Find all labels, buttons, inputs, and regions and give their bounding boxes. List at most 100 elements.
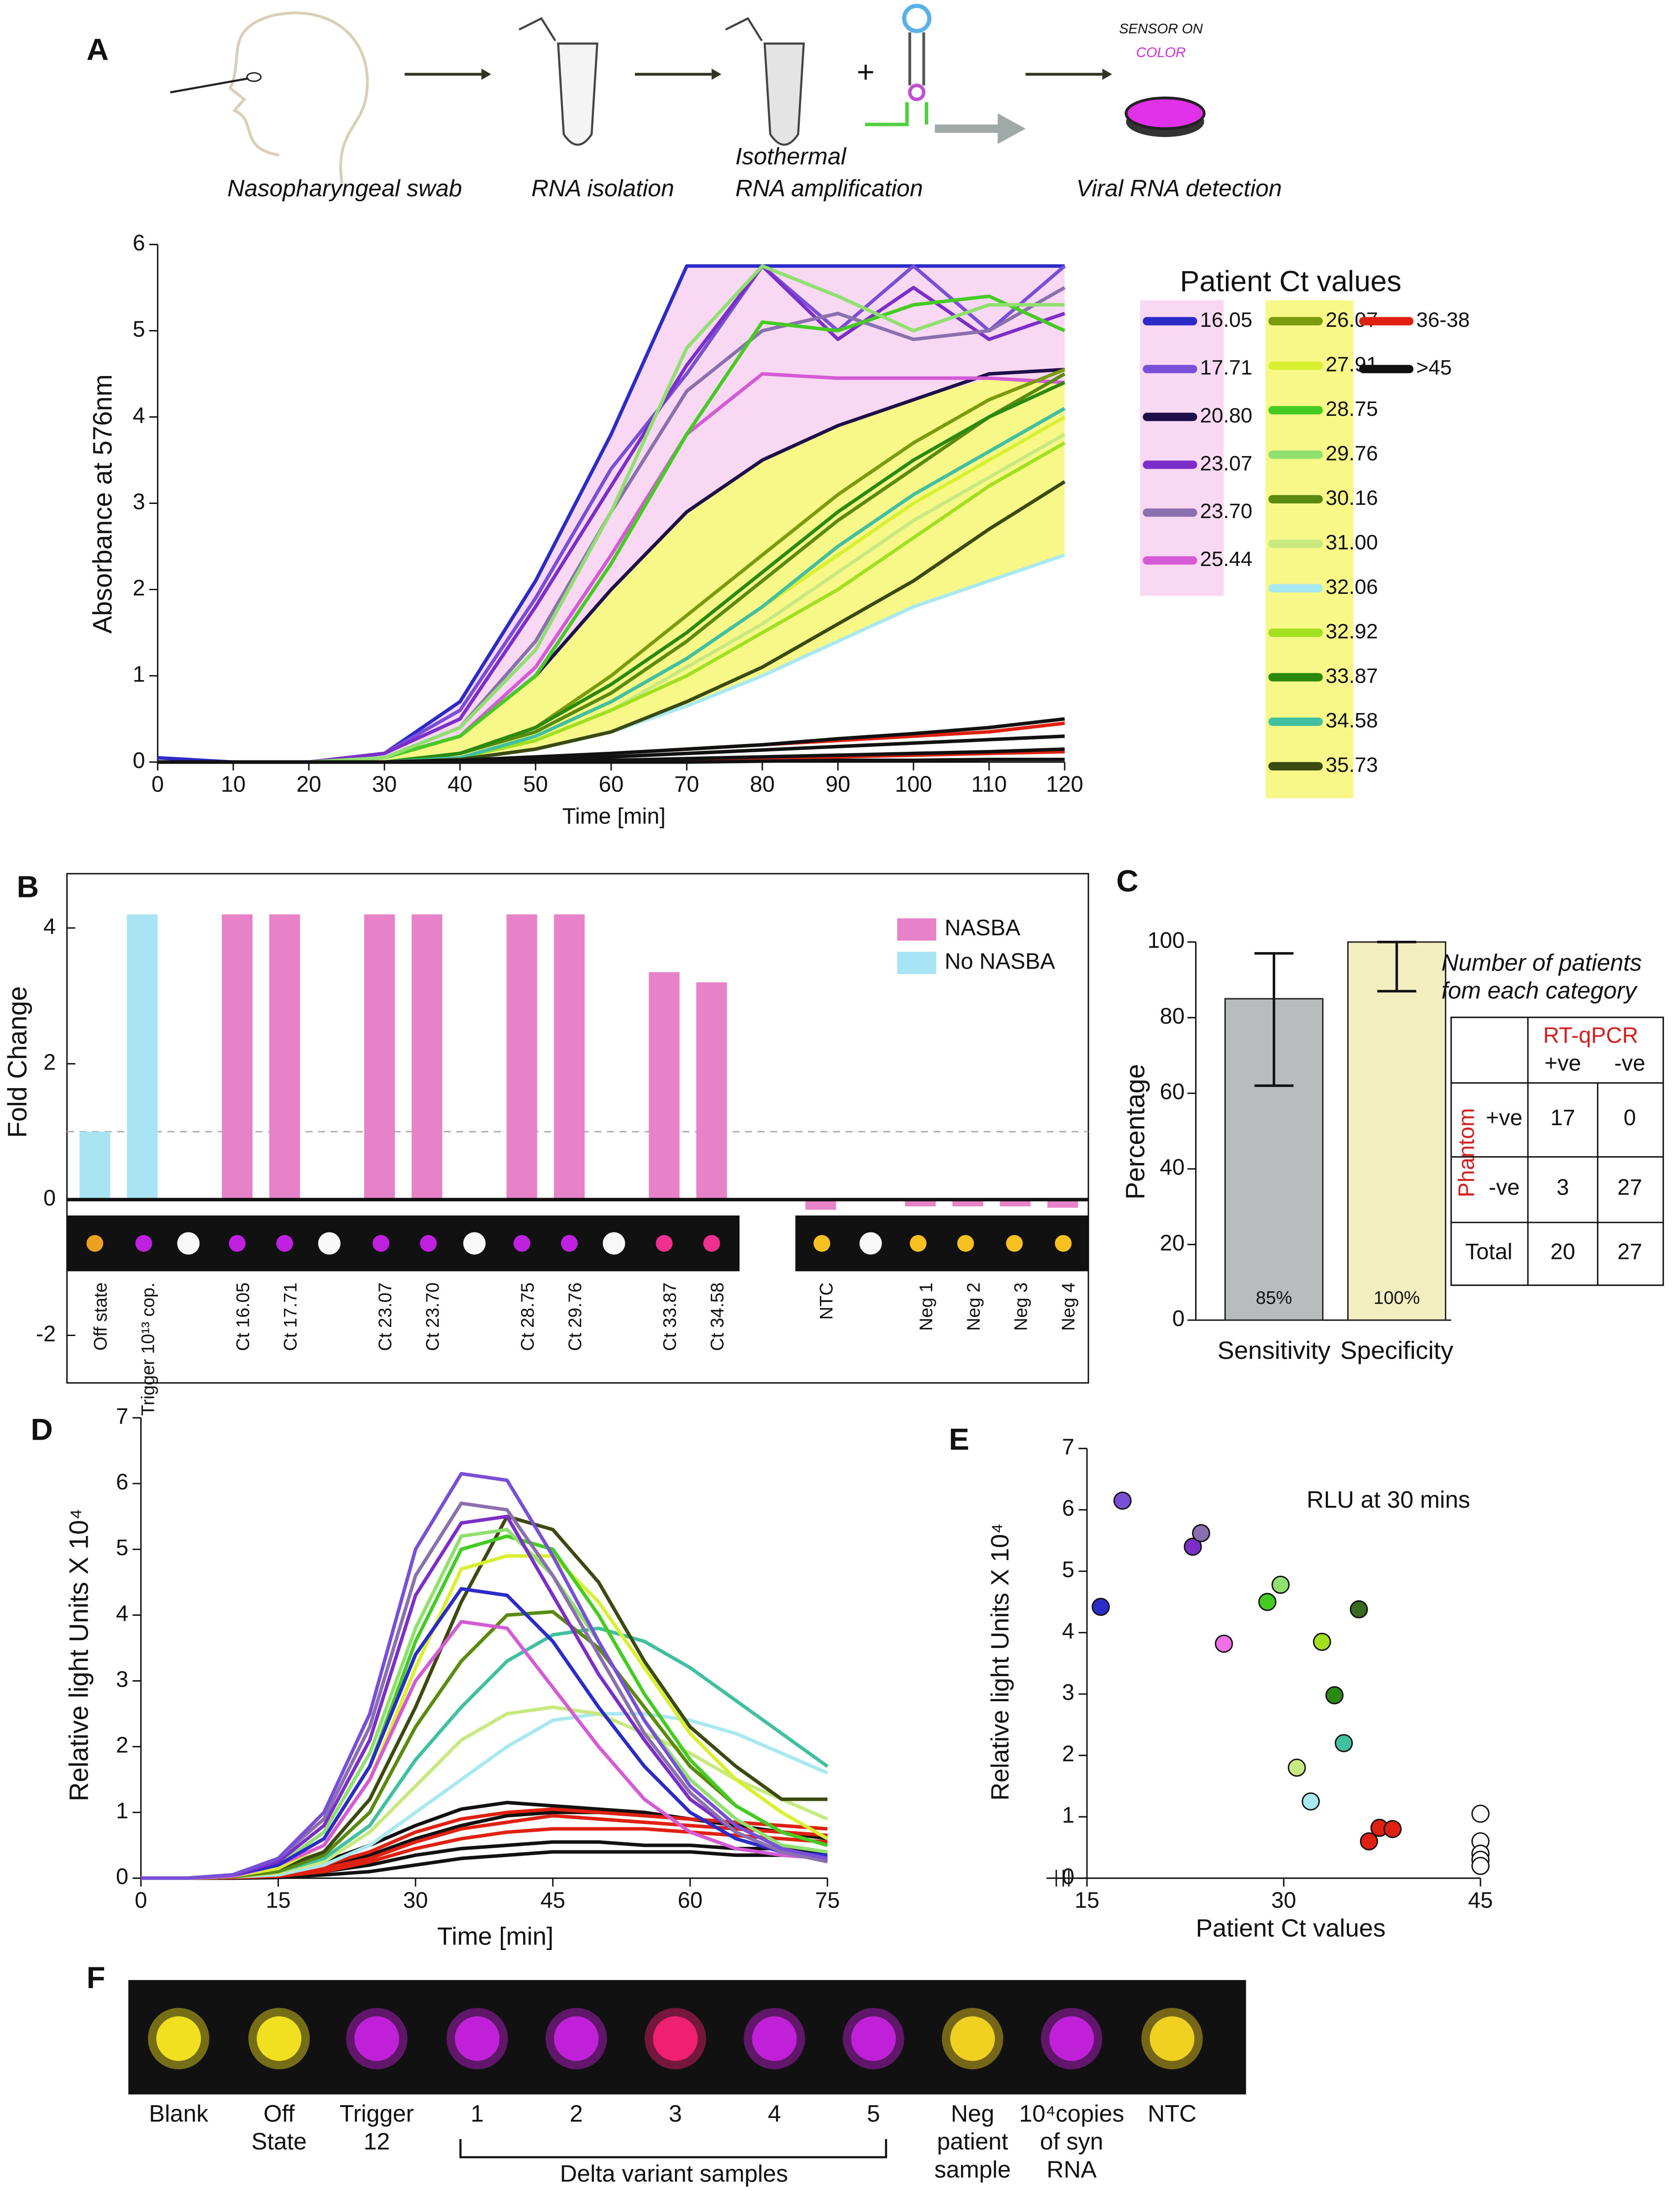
point bbox=[1092, 1598, 1110, 1616]
legend-label: 28.75 bbox=[1326, 397, 1378, 420]
image-strip bbox=[67, 1215, 740, 1272]
x-tick-label: Ct 23.07 bbox=[375, 1283, 395, 1351]
strip-label: 12 bbox=[363, 2128, 390, 2155]
step-label: Isothermal bbox=[735, 143, 847, 170]
point bbox=[1287, 1758, 1306, 1777]
x-tick-label: 80 bbox=[750, 772, 775, 797]
legend-bg bbox=[1265, 300, 1354, 798]
axis-title: Fold Change bbox=[3, 986, 32, 1137]
data-line bbox=[141, 1626, 829, 1880]
dot bbox=[1150, 2016, 1195, 2061]
strip-label: patient bbox=[937, 2128, 1008, 2155]
data-line bbox=[158, 734, 1065, 764]
strip-label: 2 bbox=[570, 2101, 583, 2127]
x-tick-label: 75 bbox=[815, 1888, 840, 1913]
y-tick-label: 3 bbox=[116, 1667, 128, 1692]
panel-label: E bbox=[949, 1422, 969, 1457]
table-cell: 27 bbox=[1617, 1239, 1642, 1264]
x-tick-label: 90 bbox=[825, 772, 850, 797]
x-tick-label: 120 bbox=[1046, 772, 1083, 797]
y-tick-label: 100 bbox=[1147, 928, 1185, 953]
frame bbox=[66, 873, 1089, 1384]
point bbox=[1325, 1686, 1344, 1704]
strip-label: RNA bbox=[1047, 2156, 1097, 2183]
x-tick-label: Neg 2 bbox=[964, 1283, 984, 1331]
y-tick-label: 0 bbox=[133, 748, 145, 773]
bar bbox=[506, 914, 537, 1200]
dot bbox=[1049, 2016, 1094, 2061]
legend-label: 33.87 bbox=[1326, 664, 1378, 687]
legend-label: 23.07 bbox=[1200, 451, 1253, 475]
bar bbox=[127, 914, 158, 1200]
point bbox=[1113, 1491, 1132, 1510]
x-tick-label: 30 bbox=[1271, 1888, 1296, 1913]
step-label: Viral RNA detection bbox=[1076, 175, 1281, 202]
x-tick-label: Neg 3 bbox=[1011, 1283, 1031, 1331]
dot bbox=[318, 1232, 341, 1255]
step-label: RNA amplification bbox=[735, 175, 923, 202]
strip-label: of syn bbox=[1040, 2128, 1103, 2155]
dot bbox=[354, 2016, 399, 2061]
y-tick-label: 2 bbox=[133, 576, 145, 600]
legend-label: 16.05 bbox=[1200, 308, 1253, 331]
y-tick-label: 2 bbox=[1062, 1742, 1074, 1766]
axis-title: Time [min] bbox=[437, 1922, 554, 1950]
axis-title: Relative light Units X 10⁴ bbox=[986, 1523, 1014, 1801]
y-tick-label: 0 bbox=[43, 1186, 56, 1211]
strip-label: 4 bbox=[768, 2101, 781, 2127]
y-tick-label: 1 bbox=[133, 662, 145, 687]
dot bbox=[1055, 1235, 1072, 1252]
sensor-label: COLOR bbox=[1136, 45, 1186, 60]
y-tick-label: 20 bbox=[1160, 1231, 1185, 1255]
value-label: 100% bbox=[1374, 1288, 1420, 1308]
strip-label: sample bbox=[934, 2156, 1011, 2183]
strip-label: 5 bbox=[867, 2101, 880, 2127]
legend-title: Patient Ct values bbox=[1180, 265, 1402, 298]
x-tick-label: Ct 17.71 bbox=[280, 1283, 300, 1351]
dot bbox=[561, 1235, 578, 1252]
axis-title: Patient Ct values bbox=[1196, 1913, 1386, 1942]
legend-label: 25.44 bbox=[1200, 547, 1253, 571]
dot bbox=[703, 1235, 720, 1252]
data-line bbox=[141, 1620, 828, 1880]
dot bbox=[177, 1232, 200, 1255]
table-cell: 3 bbox=[1557, 1175, 1569, 1200]
axis-break bbox=[1055, 1870, 1070, 1887]
column-header: -ve bbox=[1614, 1051, 1645, 1076]
strip-label: 10⁴copies bbox=[1019, 2101, 1124, 2127]
x-tick-label: 70 bbox=[674, 772, 699, 797]
point bbox=[1302, 1792, 1320, 1811]
y-tick-label: 5 bbox=[116, 1536, 128, 1560]
y-tick-label: 3 bbox=[1062, 1680, 1074, 1705]
dot bbox=[257, 2016, 302, 2061]
axis-title: Percentage bbox=[1120, 1064, 1150, 1200]
y-tick-label: 3 bbox=[133, 489, 145, 514]
y-tick-label: 7 bbox=[116, 1404, 128, 1429]
column-header: +ve bbox=[1544, 1051, 1581, 1076]
x-tick-label: Neg 1 bbox=[916, 1283, 936, 1331]
y-tick-label: 6 bbox=[133, 231, 145, 255]
x-tick-label: NTC bbox=[817, 1283, 837, 1320]
dot bbox=[813, 1235, 830, 1252]
y-tick-label: 0 bbox=[1172, 1306, 1185, 1331]
x-tick-label: Specificity bbox=[1340, 1336, 1454, 1364]
legend-label: 20.80 bbox=[1200, 404, 1253, 427]
point bbox=[1192, 1524, 1210, 1542]
y-tick-label: 40 bbox=[1160, 1155, 1185, 1180]
dot bbox=[656, 1235, 673, 1252]
x-tick-label: Neg 4 bbox=[1059, 1283, 1079, 1331]
strip-label: Neg bbox=[951, 2101, 994, 2127]
legend-label: 35.73 bbox=[1326, 753, 1378, 776]
y-tick-label: 4 bbox=[116, 1601, 128, 1626]
table-cell: 0 bbox=[1623, 1106, 1636, 1130]
table-title: RT-qPCR bbox=[1543, 1023, 1638, 1048]
axis-title: Relative light Units X 10⁴ bbox=[64, 1509, 94, 1801]
dot bbox=[463, 1232, 486, 1255]
point bbox=[1471, 1804, 1490, 1823]
x-tick-label: 30 bbox=[403, 1888, 428, 1913]
x-tick-label: 0 bbox=[152, 772, 164, 797]
x-tick-label: Ct 34.58 bbox=[708, 1283, 728, 1351]
dot bbox=[229, 1235, 246, 1252]
axis-title: Time [min] bbox=[562, 804, 666, 829]
strip-label: Off bbox=[263, 2101, 295, 2127]
